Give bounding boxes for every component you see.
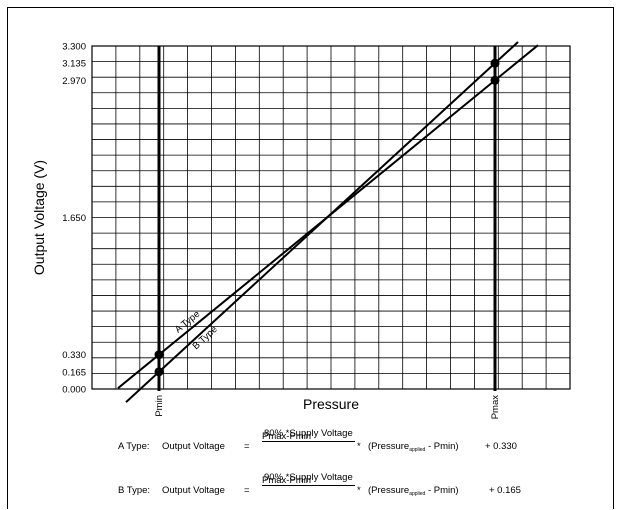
formula-a-type: A Type: Output Voltage = 80% *Supply Vol…: [0, 426, 623, 466]
x-axis-label: Pressure: [303, 396, 359, 412]
y-axis-label: Output Voltage (V): [31, 160, 47, 275]
formula-a-pressure-sub: applied: [409, 447, 426, 453]
series-point-b-type: [154, 367, 164, 377]
y-tick-label: 3.135: [62, 59, 86, 70]
formula-a-output-label: Output Voltage: [162, 441, 225, 452]
chart-axes: [91, 45, 571, 391]
formula-b-multiply: *: [357, 485, 361, 496]
formula-a-pressure-close: - Pmin): [427, 441, 459, 452]
formula-a-multiply: *: [357, 441, 361, 452]
formula-a-offset: + 0.330: [485, 441, 517, 452]
y-tick-label: 3.300: [62, 42, 86, 53]
chart-lines: [117, 41, 539, 403]
formula-b-offset: + 0.165: [489, 485, 521, 496]
formula-b-type: B Type: Output Voltage = 90% *Supply Vol…: [0, 468, 623, 508]
formula-a-numerator: 80% *Supply Voltage: [262, 428, 355, 442]
series-point-a-type: [490, 75, 500, 85]
series-point-a-type: [154, 350, 164, 360]
series-line-b-type: [125, 41, 519, 403]
formula-b-pressure-open: (Pressure: [368, 485, 410, 496]
formula-a-equals: =: [244, 441, 250, 452]
formula-a-type-label: A Type:: [118, 441, 150, 452]
formula-b-pressure-sub: applied: [409, 491, 426, 497]
output-voltage-chart: 0.000 0.165 0.330 1.650 2.970 3.135 3.300 Pmin P…: [31, 41, 571, 420]
chart-labels: 0.000 0.165 0.330 1.650 2.970 3.135 3.300 Pmin P…: [31, 42, 501, 420]
series-point-b-type: [490, 58, 500, 68]
formula-b-numerator: 90% *Supply Voltage: [262, 472, 355, 486]
y-tick-label: 0.165: [62, 367, 86, 378]
plot-border: [91, 45, 571, 390]
chart-grid: [91, 45, 571, 390]
formula-b-type-label: B Type:: [118, 485, 151, 496]
formula-a-pressure-open: (Pressure: [368, 441, 410, 452]
x-tick-label: Pmax: [490, 395, 501, 420]
formula-a-pressure: (Pressureapplied - Pmin): [368, 441, 459, 453]
y-tick-label: 2.970: [62, 76, 86, 87]
x-tick-label: Pmin: [154, 395, 165, 417]
formula-b-equals: =: [244, 485, 250, 496]
formula-a-denominator: Pmax-Pmin: [262, 431, 312, 442]
y-tick-label: 0.330: [62, 350, 86, 361]
y-tick-label: 1.650: [62, 213, 86, 224]
formula-b-denominator: Pmax-Pmin: [262, 475, 312, 486]
formula-b-pressure: (Pressureapplied - Pmin): [368, 485, 459, 497]
formula-b-pressure-close: - Pmin): [427, 485, 459, 496]
y-tick-label: 0.000: [62, 385, 86, 396]
figure-frame: [7, 7, 614, 509]
formula-b-output-label: Output Voltage: [162, 485, 225, 496]
